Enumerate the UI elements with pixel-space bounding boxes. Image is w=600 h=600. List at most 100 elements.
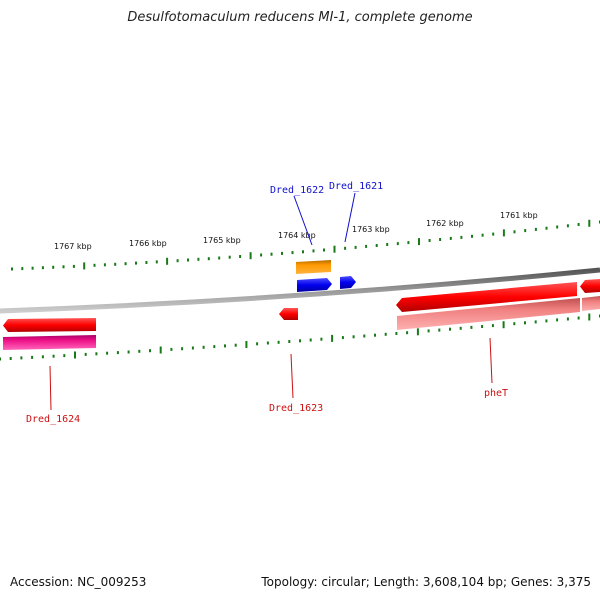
- forward-scale-tick-minor: [513, 230, 516, 234]
- reverse-scale-tick-minor: [438, 328, 441, 332]
- forward-scale-tick-minor: [291, 251, 294, 255]
- reverse-scale-tick-minor: [9, 357, 12, 360]
- forward-scale-tick-minor: [354, 245, 357, 249]
- forward-scale-tick-minor: [281, 251, 283, 255]
- forward-scale-tick-minor: [135, 261, 137, 265]
- reverse-scale-tick-minor: [481, 325, 484, 328]
- reverse-scale-tick-minor: [384, 332, 387, 336]
- reverse-scale-tick-minor: [84, 352, 87, 356]
- forward-scale-tick-minor: [41, 266, 44, 270]
- reverse-scale-tick-minor: [470, 325, 473, 329]
- forward-scale-tick-major: [333, 245, 336, 253]
- forward-scale-tick-minor: [577, 223, 580, 226]
- forward-scale-tick-minor: [72, 264, 75, 268]
- forward-scale-tick-minor: [11, 267, 13, 271]
- reverse-scale-tick-major: [74, 351, 76, 359]
- gene-label-dred-1621[interactable]: Dred_1621: [329, 181, 383, 192]
- forward-scale-tick-minor: [114, 262, 117, 266]
- forward-scale-tick-minor: [428, 239, 431, 242]
- scale-label-1766: 1766 kbp: [129, 239, 167, 248]
- reverse-scale-tick-major: [245, 341, 248, 348]
- reverse-scale-tick-minor: [513, 322, 516, 326]
- reverse-scale-tick-minor: [363, 334, 366, 338]
- reverse-scale-tick-major: [159, 346, 162, 354]
- forward-scale-tick-minor: [124, 262, 127, 266]
- forward-scale-tick-minor: [344, 246, 347, 250]
- gene-label-dred-1622[interactable]: Dred_1622: [270, 185, 324, 196]
- forward-scale-tick-minor: [375, 244, 378, 247]
- reverse-scale-tick-minor: [534, 320, 537, 324]
- gene-right-edge-pink[interactable]: [582, 296, 600, 311]
- reverse-scale-tick-minor: [95, 352, 98, 356]
- forward-scale-tick-minor: [31, 266, 34, 270]
- reverse-scale-tick-minor: [191, 346, 194, 350]
- reverse-scale-tick-minor: [309, 338, 312, 342]
- gene-dred-1624-red[interactable]: [3, 318, 96, 332]
- reverse-scale-tick-major: [331, 334, 334, 342]
- forward-scale-tick-minor: [187, 258, 189, 262]
- reverse-scale-tick-minor: [449, 327, 451, 331]
- forward-scale-tick-minor: [260, 253, 263, 257]
- forward-scale-tick-minor: [93, 263, 96, 267]
- forward-scale-tick-minor: [492, 232, 495, 236]
- scale-label-1764: 1764 kbp: [278, 231, 316, 240]
- forward-scale-tick-minor: [386, 243, 389, 246]
- reverse-scale-tick-minor: [116, 351, 119, 355]
- gene-dred-1623-red[interactable]: [279, 308, 298, 320]
- reverse-scale-tick-minor: [545, 319, 548, 323]
- forward-scale-tick-minor: [365, 244, 368, 248]
- forward-scale-tick-minor: [176, 259, 179, 263]
- reverse-scale-ticks: [0, 313, 600, 361]
- reverse-scale-tick-minor: [41, 355, 44, 359]
- reverse-scale-tick-minor: [149, 349, 151, 353]
- forward-scale-tick-minor: [52, 265, 55, 269]
- leader-line-dred-1621: [344, 192, 356, 243]
- accession-text: Accession: NC_009253: [10, 575, 147, 589]
- forward-scale-ticks: [11, 219, 600, 271]
- forward-scale-tick-minor: [323, 248, 325, 252]
- forward-scale-tick-minor: [460, 235, 463, 239]
- reverse-scale-tick-minor: [202, 345, 205, 349]
- forward-scale-tick-minor: [407, 241, 410, 245]
- reverse-scale-tick-major: [588, 313, 591, 321]
- forward-scale-tick-minor: [21, 267, 24, 271]
- reverse-scale-tick-minor: [524, 321, 526, 325]
- gene-phet-pink[interactable]: [397, 298, 580, 330]
- gene-dred-1622-blue[interactable]: [297, 278, 332, 292]
- forward-scale-tick-minor: [449, 236, 452, 240]
- reverse-scale-tick-minor: [395, 332, 398, 335]
- forward-scale-tick-minor: [545, 226, 548, 230]
- forward-scale-tick-minor: [145, 261, 148, 264]
- forward-scale-tick-major: [502, 229, 505, 237]
- gene-dred-1622-orange[interactable]: [296, 260, 331, 274]
- gene-label-dred-1624[interactable]: Dred_1624: [26, 414, 80, 425]
- forward-scale-tick-minor: [566, 224, 569, 228]
- gene-label-dred-1623[interactable]: Dred_1623: [269, 403, 323, 414]
- reverse-scale-tick-minor: [352, 335, 355, 339]
- gene-phet-red[interactable]: [396, 282, 577, 312]
- reverse-scale-tick-minor: [224, 344, 226, 348]
- reverse-scale-tick-major: [416, 328, 419, 336]
- forward-scale-tick-minor: [197, 257, 200, 261]
- reverse-scale-tick-minor: [277, 340, 280, 344]
- reverse-scale-tick-minor: [566, 317, 569, 321]
- leader-line-phet: [489, 337, 493, 384]
- gene-label-phet[interactable]: pheT: [484, 388, 508, 399]
- reverse-scale-tick-minor: [577, 316, 580, 320]
- forward-scale-tick-minor: [239, 255, 242, 258]
- gene-right-edge-red[interactable]: [580, 279, 600, 293]
- reverse-scale-tick-minor: [234, 343, 237, 347]
- gene-dred-1621-blue[interactable]: [340, 276, 356, 289]
- leader-line-dred-1623: [290, 353, 294, 399]
- reverse-scale-tick-minor: [31, 355, 34, 359]
- reverse-scale-tick-minor: [181, 347, 184, 351]
- forward-scale-tick-minor: [524, 229, 527, 233]
- scale-label-1767: 1767 kbp: [54, 242, 92, 251]
- forward-scale-tick-minor: [155, 260, 158, 264]
- scale-label-1762: 1762 kbp: [426, 219, 464, 228]
- gene-dred-1624-magenta[interactable]: [3, 335, 96, 350]
- scale-label-1763: 1763 kbp: [352, 225, 390, 234]
- forward-scale-tick-major: [166, 257, 169, 265]
